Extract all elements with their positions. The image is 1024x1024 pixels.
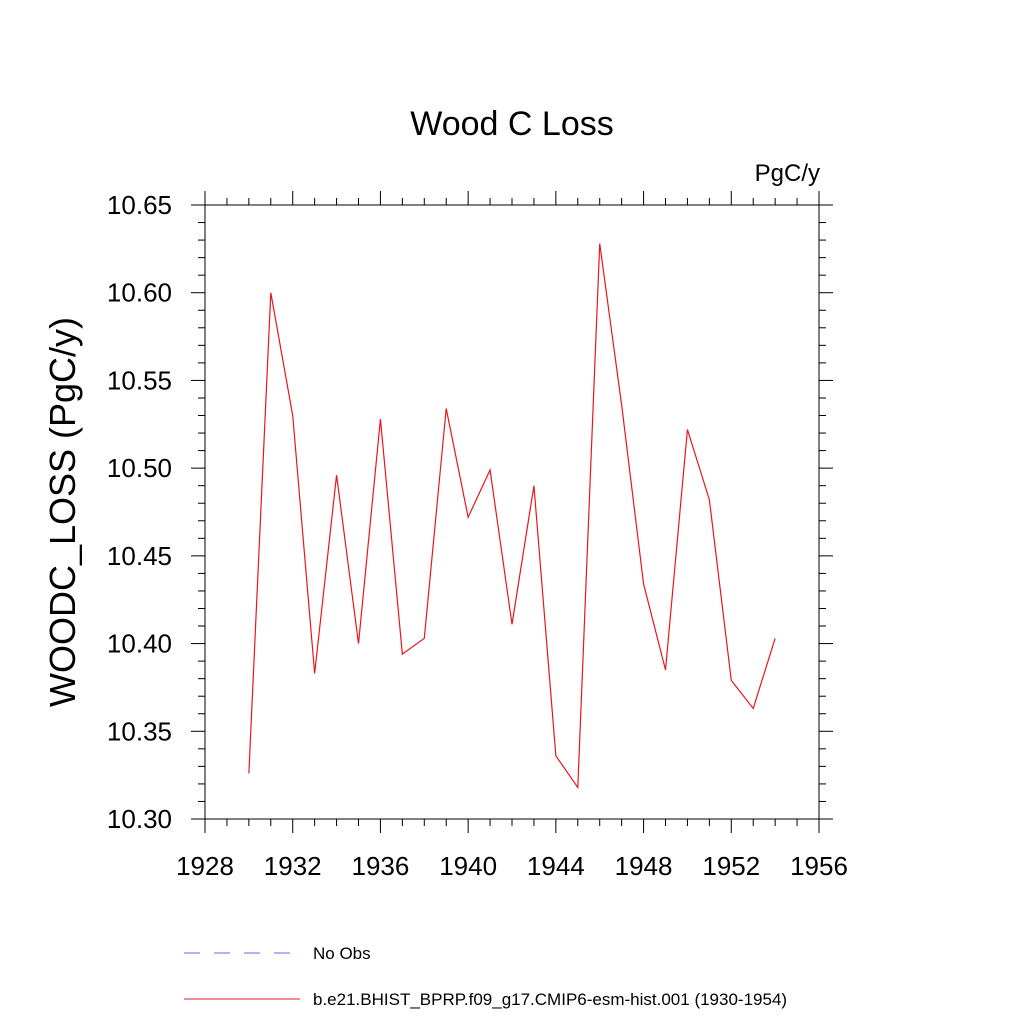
y-tick-label: 10.65	[107, 190, 172, 220]
chart-title: Wood C Loss	[410, 105, 613, 143]
x-tick-label: 1956	[790, 851, 848, 881]
units-label: PgC/y	[755, 160, 820, 187]
y-tick-label: 10.30	[107, 804, 172, 834]
legend-label: b.e21.BHIST_BPRP.f09_g17.CMIP6-esm-hist.…	[313, 990, 787, 1009]
legend: No Obs b.e21.BHIST_BPRP.f09_g17.CMIP6-esm…	[184, 944, 787, 1009]
y-tick-label: 10.50	[107, 453, 172, 483]
x-tick-label: 1940	[439, 851, 497, 881]
series-line	[248, 243, 776, 790]
y-tick-label: 10.35	[107, 716, 172, 746]
y-axis-label: WOODC_LOSS (PgC/y)	[42, 317, 83, 707]
x-tick-label: 1936	[352, 851, 410, 881]
x-tick-label: 1928	[176, 851, 234, 881]
y-tick-label: 10.60	[107, 278, 172, 308]
x-tick-label: 1932	[264, 851, 322, 881]
axis-ticks	[191, 191, 833, 833]
y-tick-label: 10.55	[107, 365, 172, 395]
series-group	[248, 243, 776, 790]
plot-frame	[204, 204, 820, 820]
y-tick-label: 10.40	[107, 629, 172, 659]
y-tick-label: 10.45	[107, 541, 172, 571]
x-tick-label: 1952	[702, 851, 760, 881]
axis-tick-labels: 1928 1932 1936 1940 1944 1948 1952 1956 10.30 10.…	[107, 190, 848, 881]
x-tick-label: 1944	[527, 851, 585, 881]
legend-label: No Obs	[313, 944, 371, 963]
x-tick-label: 1948	[615, 851, 673, 881]
